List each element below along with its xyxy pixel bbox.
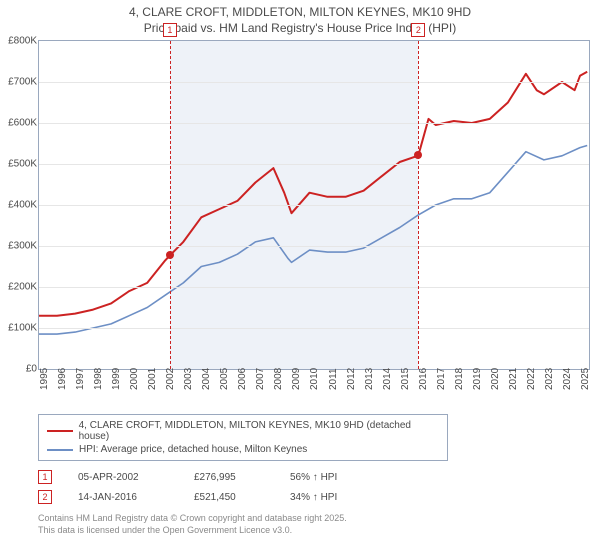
sale-date: 14-JAN-2016 xyxy=(78,492,168,503)
x-axis-label: 2021 xyxy=(508,368,519,390)
x-axis-label: 2020 xyxy=(490,368,501,390)
sale-marker-icon: 1 xyxy=(163,23,177,37)
x-axis-label: 2019 xyxy=(472,368,483,390)
footer-line: This data is licensed under the Open Gov… xyxy=(38,525,590,537)
sale-dot-icon xyxy=(414,151,422,159)
title-address: 4, CLARE CROFT, MIDDLETON, MILTON KEYNES… xyxy=(0,4,600,20)
y-axis-label: £300K xyxy=(1,241,37,252)
sale-vs-hpi: 34% ↑ HPI xyxy=(290,492,380,503)
y-axis-label: £500K xyxy=(1,159,37,170)
sale-row: 1 05-APR-2002 £276,995 56% ↑ HPI xyxy=(38,467,590,487)
y-axis-label: £100K xyxy=(1,323,37,334)
chart-title: 4, CLARE CROFT, MIDDLETON, MILTON KEYNES… xyxy=(0,0,600,36)
x-axis-label: 2001 xyxy=(147,368,158,390)
x-axis-label: 2006 xyxy=(237,368,248,390)
legend-item: HPI: Average price, detached house, Milt… xyxy=(47,443,439,456)
y-axis-label: £0 xyxy=(1,364,37,375)
x-axis-label: 2018 xyxy=(454,368,465,390)
x-axis-label: 2015 xyxy=(400,368,411,390)
y-axis-label: £600K xyxy=(1,118,37,129)
x-axis-label: 2000 xyxy=(129,368,140,390)
sale-date: 05-APR-2002 xyxy=(78,472,168,483)
legend-swatch xyxy=(47,430,73,432)
x-axis-label: 2004 xyxy=(201,368,212,390)
x-axis-label: 2012 xyxy=(346,368,357,390)
x-axis-label: 2023 xyxy=(544,368,555,390)
x-axis-label: 2017 xyxy=(436,368,447,390)
x-axis-label: 1997 xyxy=(75,368,86,390)
sale-row: 2 14-JAN-2016 £521,450 34% ↑ HPI xyxy=(38,487,590,507)
x-axis-label: 1995 xyxy=(39,368,50,390)
footer-line: Contains HM Land Registry data © Crown c… xyxy=(38,513,590,525)
x-axis-label: 2009 xyxy=(291,368,302,390)
x-axis-label: 2002 xyxy=(165,368,176,390)
title-subtitle: Price paid vs. HM Land Registry's House … xyxy=(0,20,600,36)
sale-price: £276,995 xyxy=(194,472,264,483)
legend-item: 4, CLARE CROFT, MIDDLETON, MILTON KEYNES… xyxy=(47,419,439,443)
sale-marker-icon: 2 xyxy=(411,23,425,37)
sale-vline xyxy=(170,41,171,369)
y-axis-label: £800K xyxy=(1,36,37,47)
sale-list: 1 05-APR-2002 £276,995 56% ↑ HPI 2 14-JA… xyxy=(38,467,590,507)
sale-price: £521,450 xyxy=(194,492,264,503)
legend-label: 4, CLARE CROFT, MIDDLETON, MILTON KEYNES… xyxy=(79,420,439,442)
x-axis-label: 1999 xyxy=(111,368,122,390)
sale-vline xyxy=(418,41,419,369)
sale-marker-icon: 1 xyxy=(38,470,52,484)
x-axis-label: 2016 xyxy=(418,368,429,390)
x-axis-label: 2024 xyxy=(562,368,573,390)
x-axis-label: 2025 xyxy=(580,368,591,390)
y-axis-label: £200K xyxy=(1,282,37,293)
x-axis-label: 1998 xyxy=(93,368,104,390)
sale-dot-icon xyxy=(166,251,174,259)
x-axis-label: 2013 xyxy=(364,368,375,390)
plot-area: £0£100K£200K£300K£400K£500K£600K£700K£80… xyxy=(38,40,590,370)
x-axis-label: 2005 xyxy=(219,368,230,390)
x-axis-label: 2011 xyxy=(328,368,339,390)
sale-vs-hpi: 56% ↑ HPI xyxy=(290,472,380,483)
x-axis-label: 2003 xyxy=(183,368,194,390)
x-axis-label: 2014 xyxy=(382,368,393,390)
price-chart: 4, CLARE CROFT, MIDDLETON, MILTON KEYNES… xyxy=(0,0,600,537)
x-axis-label: 2022 xyxy=(526,368,537,390)
legend-swatch xyxy=(47,449,73,451)
attribution: Contains HM Land Registry data © Crown c… xyxy=(38,513,590,536)
y-axis-label: £400K xyxy=(1,200,37,211)
y-axis-label: £700K xyxy=(1,77,37,88)
legend: 4, CLARE CROFT, MIDDLETON, MILTON KEYNES… xyxy=(38,414,448,461)
sale-marker-icon: 2 xyxy=(38,490,52,504)
x-axis-label: 2007 xyxy=(255,368,266,390)
legend-label: HPI: Average price, detached house, Milt… xyxy=(79,444,307,455)
x-axis-label: 1996 xyxy=(57,368,68,390)
x-axis-label: 2008 xyxy=(273,368,284,390)
x-axis-label: 2010 xyxy=(309,368,320,390)
